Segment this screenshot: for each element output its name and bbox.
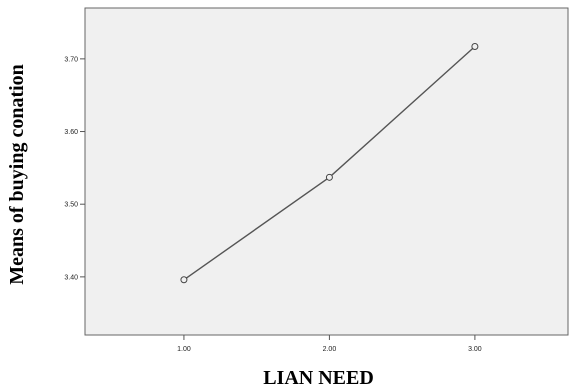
y-tick-label: 3.40: [64, 274, 78, 281]
y-axis-title: Means of buying conation: [6, 64, 28, 285]
data-point: [180, 276, 188, 284]
y-tick-label: 3.70: [64, 56, 78, 63]
plot-area: [84, 7, 569, 336]
series-points: [180, 43, 479, 284]
y-tick-label: 3.60: [64, 129, 78, 136]
data-point: [471, 43, 479, 51]
data-point: [325, 173, 333, 181]
x-tick-label: 2.00: [323, 346, 337, 353]
x-tick-label: 3.00: [468, 346, 482, 353]
y-tick-label: 3.50: [64, 202, 78, 209]
y-axis: 3.40 3.50 3.60 3.70: [64, 56, 85, 281]
x-tick-label: 1.00: [177, 346, 191, 353]
x-axis: 1.00 2.00 3.00: [177, 335, 482, 353]
x-axis-title: LIAN NEED: [263, 367, 374, 389]
